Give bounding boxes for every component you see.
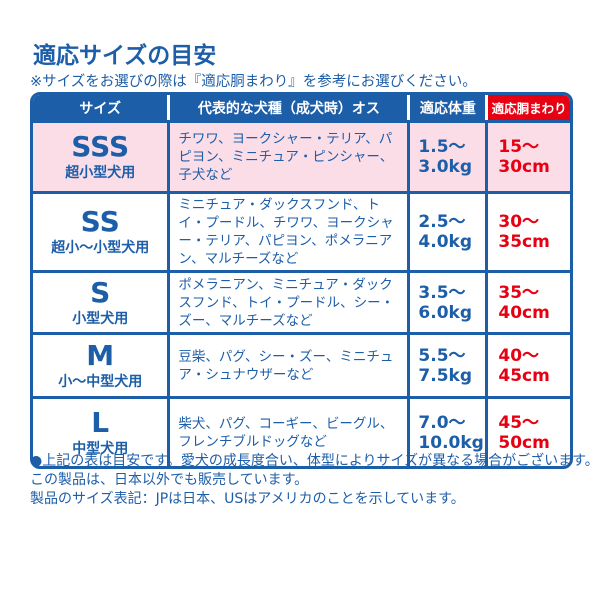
header-girth: 適応胴まわり bbox=[485, 95, 570, 120]
size-code: L bbox=[91, 405, 110, 439]
size-use: 小～中型犬用 bbox=[58, 373, 143, 390]
header-size: サイズ bbox=[33, 95, 168, 120]
weight-cell: 3.5～ 6.0kg bbox=[407, 270, 486, 332]
table-header: サイズ 代表的な犬種（成犬時）オス 適応体重 適応胴まわり bbox=[33, 95, 570, 120]
size-use: 中型犬用 bbox=[72, 440, 129, 457]
weight-cell: 2.5～ 4.0kg bbox=[407, 191, 486, 270]
header-breeds: 代表的な犬種（成犬時）オス bbox=[167, 95, 408, 120]
weight-cell: 7.0～ 10.0kg bbox=[407, 396, 486, 466]
size-code: M bbox=[86, 338, 115, 372]
breeds-cell: ミニチュア・ダックスフンド、トイ・プードル、チワワ、ヨークシャー・テリア、パピヨ… bbox=[167, 191, 408, 270]
size-cell: M 小～中型犬用 bbox=[33, 332, 168, 396]
girth-cell: 30～ 35cm bbox=[485, 191, 570, 270]
table-row: SS 超小～小型犬用 ミニチュア・ダックスフンド、トイ・プードル、チワワ、ヨークシャ… bbox=[33, 191, 570, 270]
breeds-cell: チワワ、ヨークシャー・テリア、パピヨン、ミニチュア・ピンシャー、子犬など bbox=[167, 120, 408, 191]
size-cell: SS 超小～小型犬用 bbox=[33, 191, 168, 270]
footer-note: ●上記の表は目安です。愛犬の成長度合い、体型によりサイズが異なる場合がございます… bbox=[30, 453, 599, 469]
size-code: S bbox=[90, 275, 111, 309]
table-row: S 小型犬用 ポメラニアン、ミニチュア・ダックスフンド、トイ・プードル、シー・ズー、… bbox=[33, 270, 570, 332]
size-code: SSS bbox=[71, 130, 130, 163]
weight-cell: 5.5～ 7.5kg bbox=[407, 332, 486, 396]
footer-note: 製品のサイズ表記：JPは日本、USはアメリカのことを示しています。 bbox=[30, 491, 465, 507]
breeds-cell: 豆柴、パグ、シー・ズー、ミニチュア・シュナウザーなど bbox=[167, 332, 408, 396]
size-use: 超小型犬用 bbox=[65, 165, 136, 181]
size-table: サイズ 代表的な犬種（成犬時）オス 適応体重 適応胴まわり SSS 超小型犬用 チワ… bbox=[30, 92, 573, 469]
header-weight: 適応体重 bbox=[407, 95, 486, 120]
size-cell: L 中型犬用 bbox=[33, 396, 168, 466]
size-cell: SSS 超小型犬用 bbox=[33, 120, 168, 191]
breeds-cell: 柴犬、パグ、コーギー、ビーグル、フレンチブルドッグなど bbox=[167, 396, 408, 466]
girth-cell: 40～ 45cm bbox=[485, 332, 570, 396]
weight-cell: 1.5～ 3.0kg bbox=[407, 120, 486, 191]
size-cell: S 小型犬用 bbox=[33, 270, 168, 332]
girth-cell: 15～ 30cm bbox=[485, 120, 570, 191]
size-code: SS bbox=[80, 205, 120, 238]
size-use: 小型犬用 bbox=[72, 310, 129, 327]
size-note: ※サイズをお選びの際は『適応胴まわり』を参考にお選びください。 bbox=[30, 74, 477, 90]
table-row: SSS 超小型犬用 チワワ、ヨークシャー・テリア、パピヨン、ミニチュア・ピンシャー、… bbox=[33, 120, 570, 191]
table-row: M 小～中型犬用 豆柴、パグ、シー・ズー、ミニチュア・シュナウザーなど 5.5～ 7.5… bbox=[33, 332, 570, 396]
breeds-cell: ポメラニアン、ミニチュア・ダックスフンド、トイ・プードル、シー・ズー、マルチーズ… bbox=[167, 270, 408, 332]
girth-cell: 35～ 40cm bbox=[485, 270, 570, 332]
size-use: 超小～小型犬用 bbox=[51, 240, 150, 256]
bullet-icon: ● bbox=[30, 453, 43, 469]
page-title: 適応サイズの目安 bbox=[33, 43, 217, 69]
girth-cell: 45～ 50cm bbox=[485, 396, 570, 466]
footer-note: この製品は、日本以外でも販売しています。 bbox=[30, 472, 309, 488]
table-row: L 中型犬用 柴犬、パグ、コーギー、ビーグル、フレンチブルドッグなど 7.0～ 10.0… bbox=[33, 396, 570, 466]
footer-notes: ●上記の表は目安です。愛犬の成長度合い、体型によりサイズが異なる場合がございます… bbox=[30, 452, 599, 509]
